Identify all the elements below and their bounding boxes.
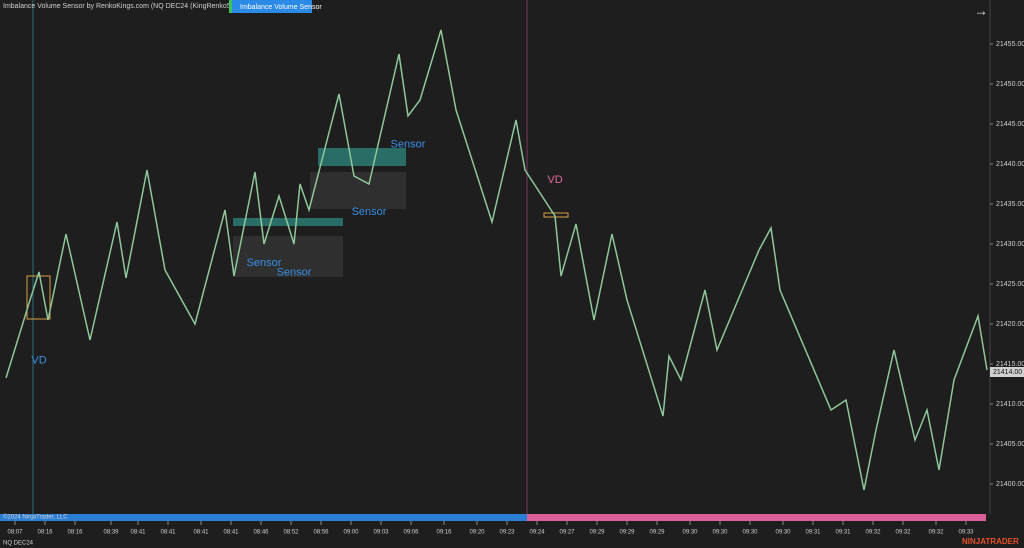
x-tick-label: 09:29	[589, 530, 605, 536]
annotation: Sensor	[277, 267, 312, 279]
x-tick-label: 09:33	[958, 530, 974, 536]
y-tick-label: 21440.00	[996, 161, 1024, 168]
indicator-stripe	[229, 0, 232, 13]
brand: NINJATRADER	[962, 537, 1019, 546]
x-tick-label: 09:23	[499, 530, 515, 536]
last-price-tag	[990, 367, 1024, 377]
x-tick-label: 09:24	[529, 530, 545, 536]
y-tick-label: 21445.00	[996, 121, 1024, 128]
annotation: Sensor	[247, 257, 282, 269]
header-title: Imbalance Volume Sensor by RenkoKings.co…	[3, 3, 251, 10]
x-tick-label: 09:30	[775, 530, 791, 536]
x-tick-label: 08:16	[37, 530, 53, 536]
last-price-label: 21414.00	[993, 369, 1022, 376]
session-bar	[0, 514, 527, 521]
annotation: VD	[547, 174, 562, 186]
x-tick-label: 09:06	[403, 530, 419, 536]
x-tick-label: 09:16	[436, 530, 452, 536]
y-tick-label: 21400.00	[996, 481, 1024, 488]
x-tick-label: 09:30	[712, 530, 728, 536]
y-tick-label: 21430.00	[996, 241, 1024, 248]
arrow-icon[interactable]: →	[974, 3, 988, 19]
x-tick-label: 08:41	[130, 530, 146, 536]
sensor-zone	[233, 236, 343, 277]
y-tick-label: 21415.00	[996, 361, 1024, 368]
x-tick-label: 09:31	[835, 530, 851, 536]
annotation: VD	[31, 355, 46, 367]
indicator-tag	[232, 0, 312, 13]
y-tick-label: 21420.00	[996, 321, 1024, 328]
x-tick-label: 09:03	[373, 530, 389, 536]
x-tick-label: 08:07	[7, 530, 23, 536]
session-bar	[527, 514, 986, 521]
x-tick-label: 09:31	[805, 530, 821, 536]
x-tick-label: 09:00	[343, 530, 359, 536]
x-tick-label: 08:39	[103, 530, 119, 536]
x-tick-label: 08:41	[223, 530, 239, 536]
y-tick-label: 21405.00	[996, 441, 1024, 448]
price-line	[5, 29, 988, 491]
y-tick-label: 21425.00	[996, 281, 1024, 288]
x-tick-label: 09:29	[619, 530, 635, 536]
y-tick-label: 21455.00	[996, 41, 1024, 48]
vd-zone	[543, 212, 569, 218]
x-tick-label: 08:56	[313, 530, 329, 536]
x-tick-label: 09:32	[928, 530, 944, 536]
x-tick-label: 09:29	[649, 530, 665, 536]
instrument: NQ DEC24	[3, 541, 34, 547]
x-tick-label: 08:52	[283, 530, 299, 536]
x-tick-label: 09:30	[682, 530, 698, 536]
x-tick-label: 08:46	[253, 530, 269, 536]
annotation: Sensor	[352, 206, 387, 218]
x-tick-label: 09:27	[559, 530, 575, 536]
sensor-zone	[233, 218, 343, 226]
x-tick-label: 09:32	[895, 530, 911, 536]
sensor-zone	[318, 148, 406, 166]
y-tick-label: 21435.00	[996, 201, 1024, 208]
x-tick-label: 09:30	[742, 530, 758, 536]
y-tick-label: 21410.00	[996, 401, 1024, 408]
x-tick-label: 08:41	[193, 530, 209, 536]
copyright: ©2024 NinjaTrader, LLC	[3, 514, 68, 521]
x-tick-label: 08:41	[160, 530, 176, 536]
y-tick-label: 21450.00	[996, 81, 1024, 88]
annotation: Sensor	[391, 139, 426, 151]
x-tick-label: 09:32	[865, 530, 881, 536]
x-tick-label: 08:16	[67, 530, 83, 536]
indicator-label: Imbalance Volume Sensor	[240, 4, 322, 11]
x-tick-label: 09:20	[469, 530, 485, 536]
